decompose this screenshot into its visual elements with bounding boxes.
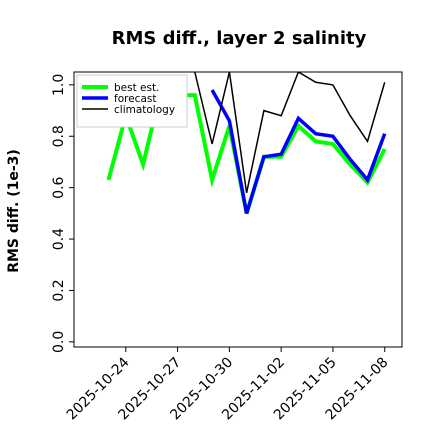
- legend-box: [76, 74, 188, 128]
- legend-label-best-est: best est.: [114, 82, 159, 94]
- x-axis-ticks: 2025-10-242025-10-272025-10-302025-11-02…: [64, 347, 392, 423]
- legend-label-climatology: climatology: [114, 104, 175, 116]
- series-line-climatology: [194, 72, 386, 193]
- y-tick-label: 0.2: [51, 279, 67, 301]
- plot-frame: [73, 71, 403, 348]
- series-line-forecast: [210, 89, 387, 214]
- y-tick-label: 0.0: [51, 331, 67, 353]
- chart-title: RMS diff., layer 2 salinity: [112, 28, 367, 49]
- y-axis-ticks: 0.0 0.2 0.4 0.6 0.8 1.0: [51, 74, 74, 353]
- y-tick-label: 0.8: [51, 125, 67, 147]
- y-axis-label: RMS diff. (1e-3): [6, 149, 22, 273]
- y-tick-label: 0.6: [51, 176, 67, 198]
- y-tick-label: 0.4: [51, 228, 67, 250]
- y-tick-label: 1.0: [51, 74, 67, 96]
- legend-label-forecast: forecast: [114, 93, 156, 105]
